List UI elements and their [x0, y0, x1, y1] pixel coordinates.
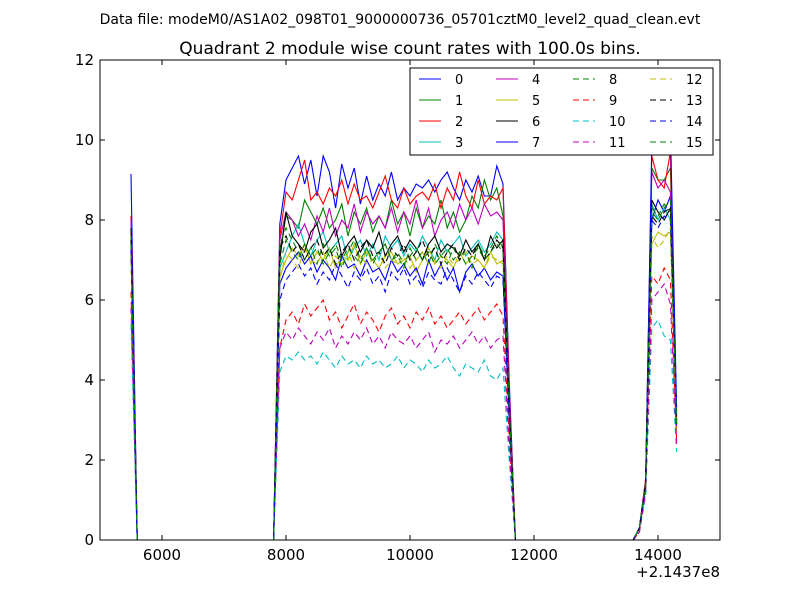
legend-label-0: 0 [455, 73, 463, 88]
legend-label-13: 13 [686, 94, 703, 109]
x-tick-label: 12000 [510, 546, 558, 564]
y-tick-label: 0 [84, 531, 94, 549]
x-tick-label: 6000 [143, 546, 181, 564]
legend-label-14: 14 [686, 115, 703, 130]
legend-label-15: 15 [686, 136, 703, 151]
data-file-label: Data file: modeM0/AS1A02_098T01_90000007… [100, 12, 701, 28]
y-tick-label: 10 [75, 131, 94, 149]
y-tick-label: 6 [84, 291, 94, 309]
x-tick-label: 14000 [634, 546, 682, 564]
legend-label-8: 8 [609, 73, 617, 88]
series-line-12 [130, 225, 678, 541]
x-offset-label: +2.1437e8 [636, 563, 720, 581]
legend-label-4: 4 [532, 73, 540, 88]
legend-label-9: 9 [609, 94, 617, 109]
legend-label-12: 12 [686, 73, 703, 88]
series-line-11 [130, 282, 678, 541]
legend-label-3: 3 [455, 136, 463, 151]
legend-label-7: 7 [532, 136, 540, 151]
legend-box [409, 67, 714, 156]
legend-label-2: 2 [455, 115, 463, 130]
plot-area [130, 118, 678, 541]
chart-title: Quadrant 2 module wise count rates with … [179, 39, 640, 59]
legend-label-6: 6 [532, 115, 540, 130]
legend-label-1: 1 [455, 94, 463, 109]
legend-label-10: 10 [609, 115, 626, 130]
y-tick-label: 4 [84, 371, 94, 389]
y-tick-label: 12 [75, 51, 94, 69]
legend-label-5: 5 [532, 94, 540, 109]
y-tick-label: 8 [84, 211, 94, 229]
legend-label-11: 11 [609, 136, 626, 151]
series-line-14 [130, 215, 678, 541]
x-tick-label: 10000 [386, 546, 434, 564]
x-tick-label: 8000 [267, 546, 305, 564]
series-line-13 [130, 207, 678, 541]
y-tick-label: 2 [84, 451, 94, 469]
